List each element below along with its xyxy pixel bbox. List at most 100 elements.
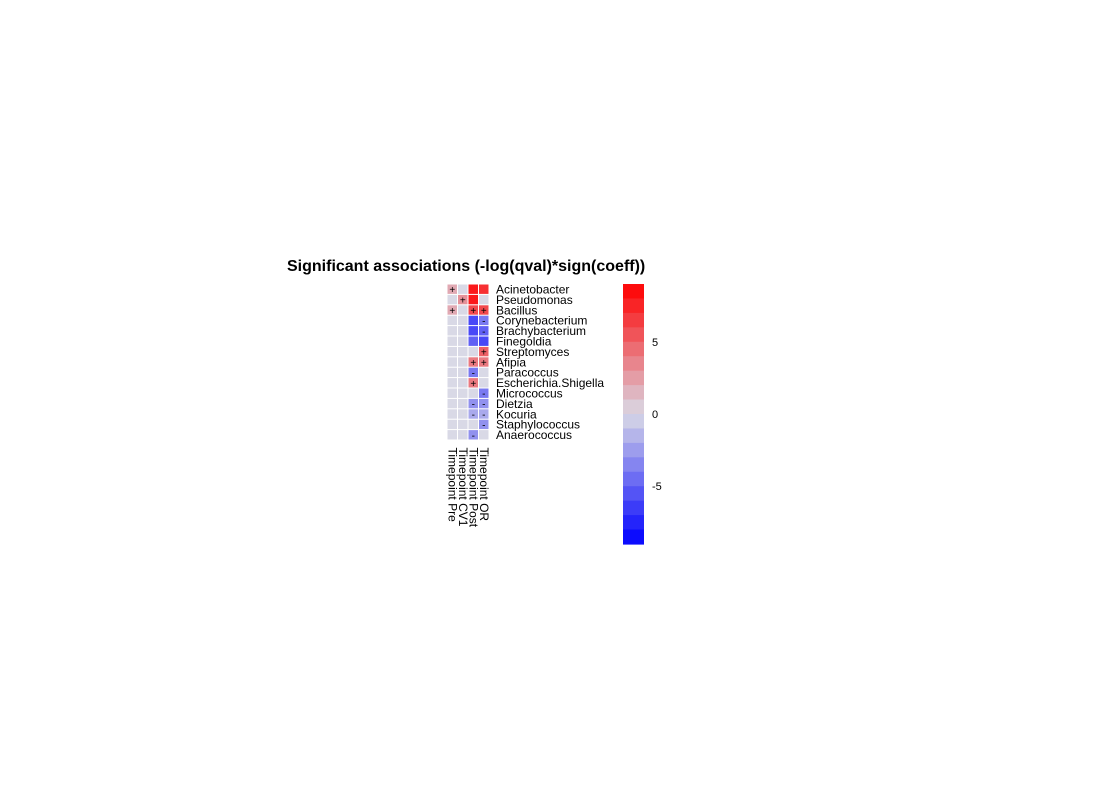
column-label: Timepoint CV1: [456, 448, 470, 527]
heatmap-cell: [479, 378, 489, 388]
heatmap-cell: [468, 326, 478, 336]
colorbar-tick-label: 5: [652, 337, 658, 349]
heatmap-cell: [468, 419, 478, 430]
heatmap-cell: [447, 430, 457, 440]
colorbar-step: [623, 385, 644, 401]
row-label: Corynebacterium: [496, 314, 587, 328]
heatmap-cell: [447, 284, 457, 294]
colorbar-step: [623, 312, 644, 328]
cell-sign-label: +: [449, 306, 455, 317]
heatmap-cell: [458, 357, 468, 367]
heatmap-cell: [447, 367, 457, 378]
cell-sign-label: -: [482, 420, 485, 431]
row-label: Paracoccus: [496, 366, 559, 380]
cell-sign-label: -: [472, 431, 475, 442]
heatmap-cell: [468, 315, 478, 326]
colorbar-step: [623, 457, 644, 473]
heatmap-cell: [458, 294, 468, 305]
heatmap-cell: [468, 367, 478, 378]
colorbar: [623, 284, 644, 545]
heatmap-cell: [447, 336, 457, 346]
colorbar-step: [623, 327, 644, 343]
heatmap-cell: [458, 284, 468, 294]
heatmap-cell: [468, 357, 478, 367]
colorbar-step: [623, 471, 644, 487]
heatmap-cell: [468, 378, 478, 388]
heatmap-cell: [479, 284, 489, 294]
heatmap-cell: [479, 346, 489, 357]
heatmap-cell: [458, 409, 468, 419]
row-label: Kocuria: [496, 407, 537, 421]
heatmap-cell: [468, 284, 478, 294]
colorbar-step: [623, 529, 644, 545]
cell-sign-label: -: [472, 368, 475, 379]
row-label: Acinetobacter: [496, 283, 569, 297]
colorbar-tick-label: 0: [652, 409, 658, 421]
heatmap-cell: [447, 357, 457, 367]
row-label: Streptomyces: [496, 345, 569, 359]
heatmap-cell: [468, 388, 478, 398]
heatmap-cell: [479, 409, 489, 419]
row-label: Bacillus: [496, 303, 537, 317]
cell-sign-label: -: [482, 327, 485, 338]
row-label: Anaerococcus: [496, 428, 572, 442]
cell-sign-label: +: [449, 285, 455, 296]
cell-sign-label: -: [482, 389, 485, 400]
colorbar-step: [623, 298, 644, 314]
heatmap-cell: [468, 398, 478, 409]
colorbar-step: [623, 500, 644, 516]
heatmap-cell: [458, 336, 468, 346]
heatmap-cell: [447, 409, 457, 419]
heatmap-cell: [468, 409, 478, 419]
heatmap-cell: [447, 419, 457, 430]
heatmap-cell: [468, 346, 478, 357]
row-label: Pseudomonas: [496, 293, 573, 307]
heatmap-cell: [458, 315, 468, 326]
heatmap-cell: [447, 326, 457, 336]
heatmap-cell: [458, 346, 468, 357]
heatmap-cell: [479, 357, 489, 367]
row-label: Dietzia: [496, 397, 533, 411]
colorbar-step: [623, 341, 644, 357]
heatmap-cell: [479, 430, 489, 440]
row-label: Staphylococcus: [496, 418, 580, 432]
cell-sign-label: -: [482, 410, 485, 421]
cell-sign-label: +: [460, 296, 466, 307]
colorbar-step: [623, 428, 644, 444]
row-label: Afipia: [496, 355, 526, 369]
colorbar-ticks: 5 0 -5: [652, 337, 662, 493]
heatmap-cell: [458, 388, 468, 398]
column-label: Timepoint Pre: [446, 448, 460, 523]
cell-sign-label: -: [472, 410, 475, 421]
heatmap-cell: [479, 305, 489, 315]
heatmap-cell: [479, 336, 489, 346]
colorbar-step: [623, 284, 644, 300]
chart-title: Significant associations (-log(qval)*sig…: [287, 258, 645, 275]
heatmap-cell: [479, 419, 489, 430]
heatmap-cell: [479, 294, 489, 305]
cell-sign-label: -: [482, 316, 485, 327]
heatmap-cell: [447, 398, 457, 409]
heatmap-cell: [479, 398, 489, 409]
heatmap-cell: [458, 367, 468, 378]
heatmap-cell: [447, 305, 457, 315]
heatmap-cell: [468, 336, 478, 346]
heatmap-cell: [458, 305, 468, 315]
row-label: Micrococcus: [496, 387, 563, 401]
heatmap-cell: [479, 315, 489, 326]
heatmap-cell: [479, 326, 489, 336]
heatmap-cell: [479, 367, 489, 378]
cell-sign-label: +: [470, 379, 476, 390]
cell-sign-label: -: [472, 400, 475, 411]
heatmap-cell: [447, 294, 457, 305]
colorbar-step: [623, 399, 644, 415]
heatmap-cell: [447, 388, 457, 398]
heatmap-cells: +++ + +--++ +-+-- -- ---: [447, 284, 489, 442]
colorbar-step: [623, 356, 644, 372]
heatmap-cell: [447, 346, 457, 357]
cell-sign-label: +: [470, 358, 476, 369]
column-label: Timepoint OR: [477, 448, 491, 522]
heatmap-cell: [458, 419, 468, 430]
heatmap-cell: [468, 430, 478, 440]
